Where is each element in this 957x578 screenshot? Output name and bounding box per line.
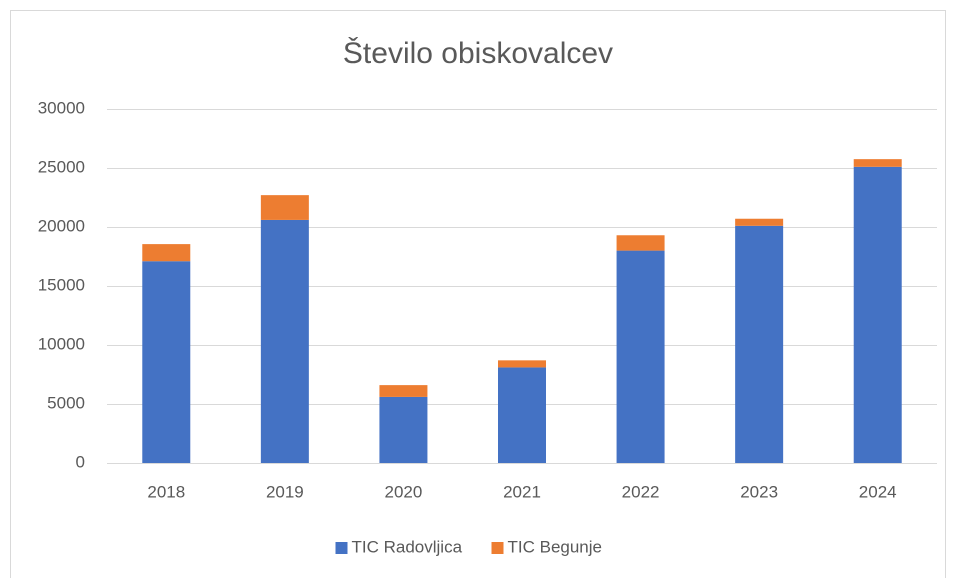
bar-segment: [379, 396, 428, 463]
x-tick-label: 2019: [266, 482, 304, 501]
legend-swatch: [335, 542, 348, 554]
x-tick-label: 2024: [859, 482, 897, 501]
bar-segment: [260, 195, 309, 220]
bar-segment: [142, 244, 191, 262]
x-tick-label: 2023: [740, 482, 778, 501]
bar-segment: [853, 166, 902, 463]
bar-segment: [616, 235, 665, 251]
x-tick-label: 2020: [385, 482, 423, 501]
x-tick-label: 2022: [622, 482, 660, 501]
x-tick-label: 2021: [503, 482, 541, 501]
y-tick-label: 0: [76, 452, 85, 471]
bar-segment: [498, 360, 546, 368]
y-tick-label: 10000: [38, 334, 85, 353]
bar-segment: [142, 261, 191, 463]
bar-segment: [379, 385, 428, 397]
bar-segment: [616, 250, 665, 463]
y-tick-label: 5000: [47, 393, 85, 412]
x-tick-label: 2018: [147, 482, 185, 501]
chart-title: Število obiskovalcev: [343, 36, 613, 70]
bar-segment: [735, 218, 784, 226]
bar-segment: [498, 367, 546, 463]
bar-segment: [853, 159, 902, 167]
y-tick-label: 25000: [38, 157, 85, 176]
legend-swatch: [491, 542, 504, 554]
legend-label: TIC Radovljica: [352, 537, 463, 556]
bar-segment: [260, 219, 309, 463]
legend-label: TIC Begunje: [508, 537, 603, 556]
bar-segment: [735, 225, 784, 463]
y-tick-label: 20000: [38, 216, 85, 235]
y-tick-label: 30000: [38, 98, 85, 117]
y-tick-label: 15000: [38, 275, 85, 294]
